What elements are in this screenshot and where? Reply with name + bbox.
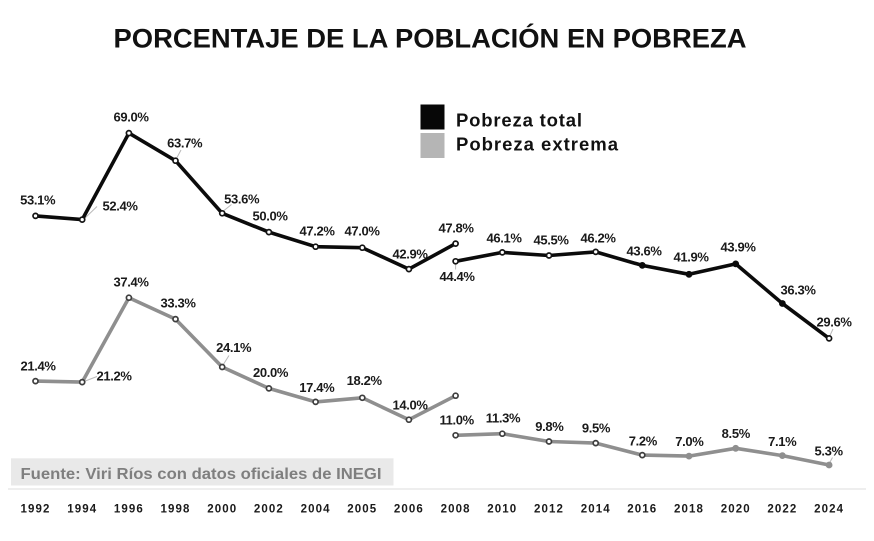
- svg-text:1998: 1998: [161, 504, 191, 516]
- svg-text:7.1%: 7.1%: [768, 434, 797, 449]
- svg-text:PORCENTAJE DE LA POBLACIÓN EN: PORCENTAJE DE LA POBLACIÓN EN POBREZA: [114, 23, 747, 54]
- svg-text:11.0%: 11.0%: [439, 412, 474, 427]
- svg-text:21.4%: 21.4%: [20, 359, 56, 374]
- svg-text:9.8%: 9.8%: [535, 419, 564, 434]
- svg-text:50.0%: 50.0%: [252, 209, 288, 224]
- svg-text:63.7%: 63.7%: [167, 135, 203, 150]
- svg-text:2000: 2000: [207, 504, 237, 516]
- svg-text:43.6%: 43.6%: [626, 244, 662, 259]
- svg-text:45.5%: 45.5%: [533, 233, 569, 248]
- svg-text:29.6%: 29.6%: [816, 315, 852, 330]
- svg-text:2002: 2002: [254, 504, 284, 516]
- svg-text:47.8%: 47.8%: [438, 221, 474, 236]
- svg-text:1994: 1994: [67, 504, 97, 516]
- svg-text:2008: 2008: [441, 504, 471, 516]
- svg-text:1992: 1992: [21, 504, 51, 516]
- svg-text:2024: 2024: [814, 504, 844, 516]
- svg-text:17.4%: 17.4%: [299, 380, 335, 395]
- svg-text:7.0%: 7.0%: [675, 434, 704, 449]
- svg-text:1996: 1996: [114, 504, 144, 516]
- svg-text:47.0%: 47.0%: [344, 224, 380, 239]
- svg-text:11.3%: 11.3%: [486, 410, 521, 425]
- svg-text:46.2%: 46.2%: [580, 231, 616, 246]
- svg-text:8.5%: 8.5%: [722, 426, 751, 441]
- svg-text:37.4%: 37.4%: [113, 275, 149, 290]
- svg-text:44.4%: 44.4%: [439, 269, 475, 284]
- svg-text:2014: 2014: [581, 504, 611, 516]
- svg-text:42.9%: 42.9%: [392, 247, 428, 262]
- svg-text:53.6%: 53.6%: [224, 191, 260, 206]
- svg-text:21.2%: 21.2%: [96, 369, 132, 384]
- svg-text:2010: 2010: [487, 504, 517, 516]
- svg-text:Pobreza total: Pobreza total: [456, 110, 582, 131]
- svg-text:2020: 2020: [721, 504, 751, 516]
- svg-text:43.9%: 43.9%: [720, 240, 756, 255]
- svg-text:Pobreza extrema: Pobreza extrema: [456, 133, 619, 154]
- svg-text:46.1%: 46.1%: [486, 231, 522, 246]
- svg-text:2018: 2018: [674, 504, 704, 516]
- svg-text:Fuente: Viri Ríos con datos of: Fuente: Viri Ríos con datos oficiales de…: [21, 466, 382, 483]
- svg-text:33.3%: 33.3%: [160, 296, 196, 311]
- svg-text:20.0%: 20.0%: [253, 365, 289, 380]
- svg-text:53.1%: 53.1%: [20, 193, 56, 208]
- svg-text:52.4%: 52.4%: [102, 199, 138, 214]
- svg-text:2006: 2006: [394, 504, 424, 516]
- svg-text:2004: 2004: [301, 504, 331, 516]
- svg-text:2012: 2012: [534, 504, 564, 516]
- svg-text:2005: 2005: [347, 504, 377, 516]
- svg-text:2022: 2022: [767, 504, 797, 516]
- svg-text:18.2%: 18.2%: [347, 373, 383, 388]
- svg-text:24.1%: 24.1%: [216, 340, 252, 355]
- svg-text:36.3%: 36.3%: [780, 283, 816, 298]
- svg-text:2016: 2016: [627, 504, 657, 516]
- svg-text:7.2%: 7.2%: [629, 433, 658, 448]
- svg-text:69.0%: 69.0%: [113, 110, 149, 125]
- svg-text:41.9%: 41.9%: [673, 250, 709, 265]
- svg-text:9.5%: 9.5%: [582, 421, 611, 436]
- svg-text:5.3%: 5.3%: [814, 443, 843, 458]
- svg-text:47.2%: 47.2%: [299, 224, 335, 239]
- svg-text:14.0%: 14.0%: [392, 397, 428, 412]
